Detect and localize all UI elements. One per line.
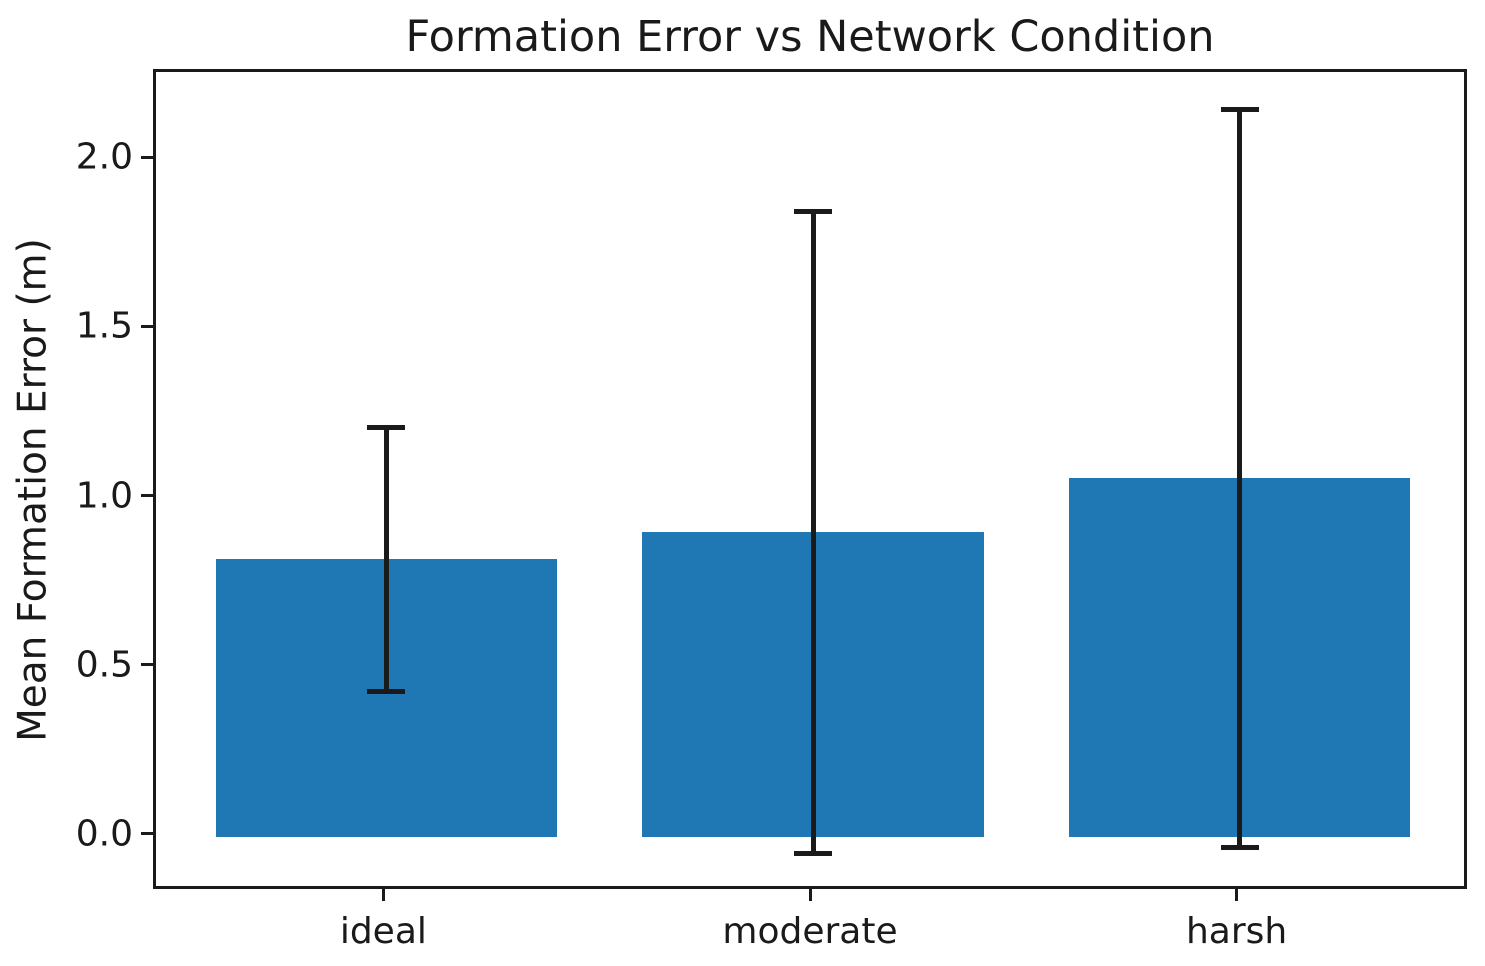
chart-title: Formation Error vs Network Condition: [405, 12, 1215, 62]
x-tick-mark-moderate: [808, 889, 812, 901]
error-cap-bottom-moderate: [794, 851, 832, 857]
y-tick-mark-1.0: [141, 494, 153, 498]
y-tick-label-0.0: 0.0: [75, 813, 133, 855]
y-tick-mark-2.0: [141, 155, 153, 159]
error-bar-moderate: [810, 211, 816, 854]
error-cap-bottom-ideal: [367, 688, 406, 694]
y-tick-mark-1.5: [141, 324, 153, 328]
error-bar-harsh: [1237, 109, 1243, 847]
y-tick-mark-0.0: [141, 832, 153, 836]
error-bar-ideal: [383, 427, 389, 692]
error-cap-bottom-harsh: [1220, 844, 1259, 850]
x-tick-mark-harsh: [1235, 889, 1239, 901]
plot-area: [153, 69, 1467, 889]
x-tick-label-ideal: ideal: [339, 911, 427, 952]
x-tick-mark-ideal: [381, 889, 385, 901]
error-cap-top-ideal: [367, 425, 406, 431]
error-cap-top-harsh: [1220, 107, 1259, 113]
y-tick-label-1.0: 1.0: [75, 475, 133, 517]
y-tick-label-2.0: 2.0: [75, 136, 133, 178]
error-cap-top-moderate: [794, 208, 832, 214]
x-tick-label-moderate: moderate: [722, 911, 898, 952]
y-tick-mark-0.5: [141, 663, 153, 667]
y-tick-label-1.5: 1.5: [75, 305, 133, 347]
y-tick-label-0.5: 0.5: [75, 644, 133, 686]
x-tick-label-harsh: harsh: [1185, 911, 1288, 952]
